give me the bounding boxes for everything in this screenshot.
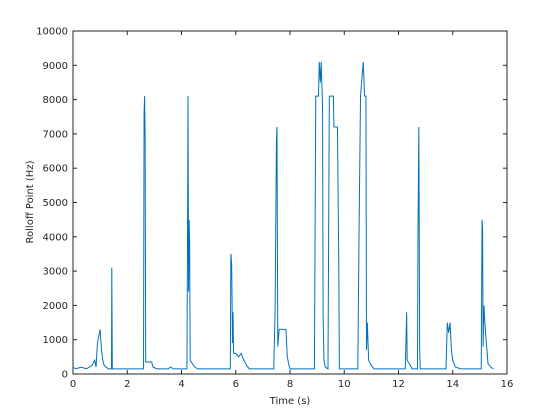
x-tick-label: 10 <box>338 379 351 390</box>
y-tick-label: 9000 <box>43 61 68 72</box>
y-tick-label: 5000 <box>43 198 68 209</box>
y-tick-label: 8000 <box>43 95 68 106</box>
y-tick-label: 4000 <box>43 232 68 243</box>
y-tick-label: 6000 <box>43 164 68 175</box>
x-tick-label: 2 <box>124 379 130 390</box>
x-tick-label: 16 <box>501 379 514 390</box>
y-tick-label: 0 <box>62 370 68 381</box>
x-tick-label: 8 <box>287 379 293 390</box>
plot-area <box>72 30 508 375</box>
y-tick-label: 2000 <box>43 301 68 312</box>
x-tick-label: 4 <box>178 379 184 390</box>
x-tick-label: 14 <box>446 379 459 390</box>
y-tick-label: 10000 <box>36 27 68 38</box>
y-tick-label: 3000 <box>43 267 68 278</box>
y-tick-label: 1000 <box>43 335 68 346</box>
x-tick-label: 12 <box>392 379 405 390</box>
x-tick-label: 0 <box>70 379 76 390</box>
y-axis-label: Rolloff Point (Hz) <box>25 160 36 243</box>
x-axis-label: Time (s) <box>269 396 311 407</box>
y-tick-label: 7000 <box>43 129 68 140</box>
x-tick-label: 6 <box>233 379 239 390</box>
data-line <box>72 61 494 370</box>
